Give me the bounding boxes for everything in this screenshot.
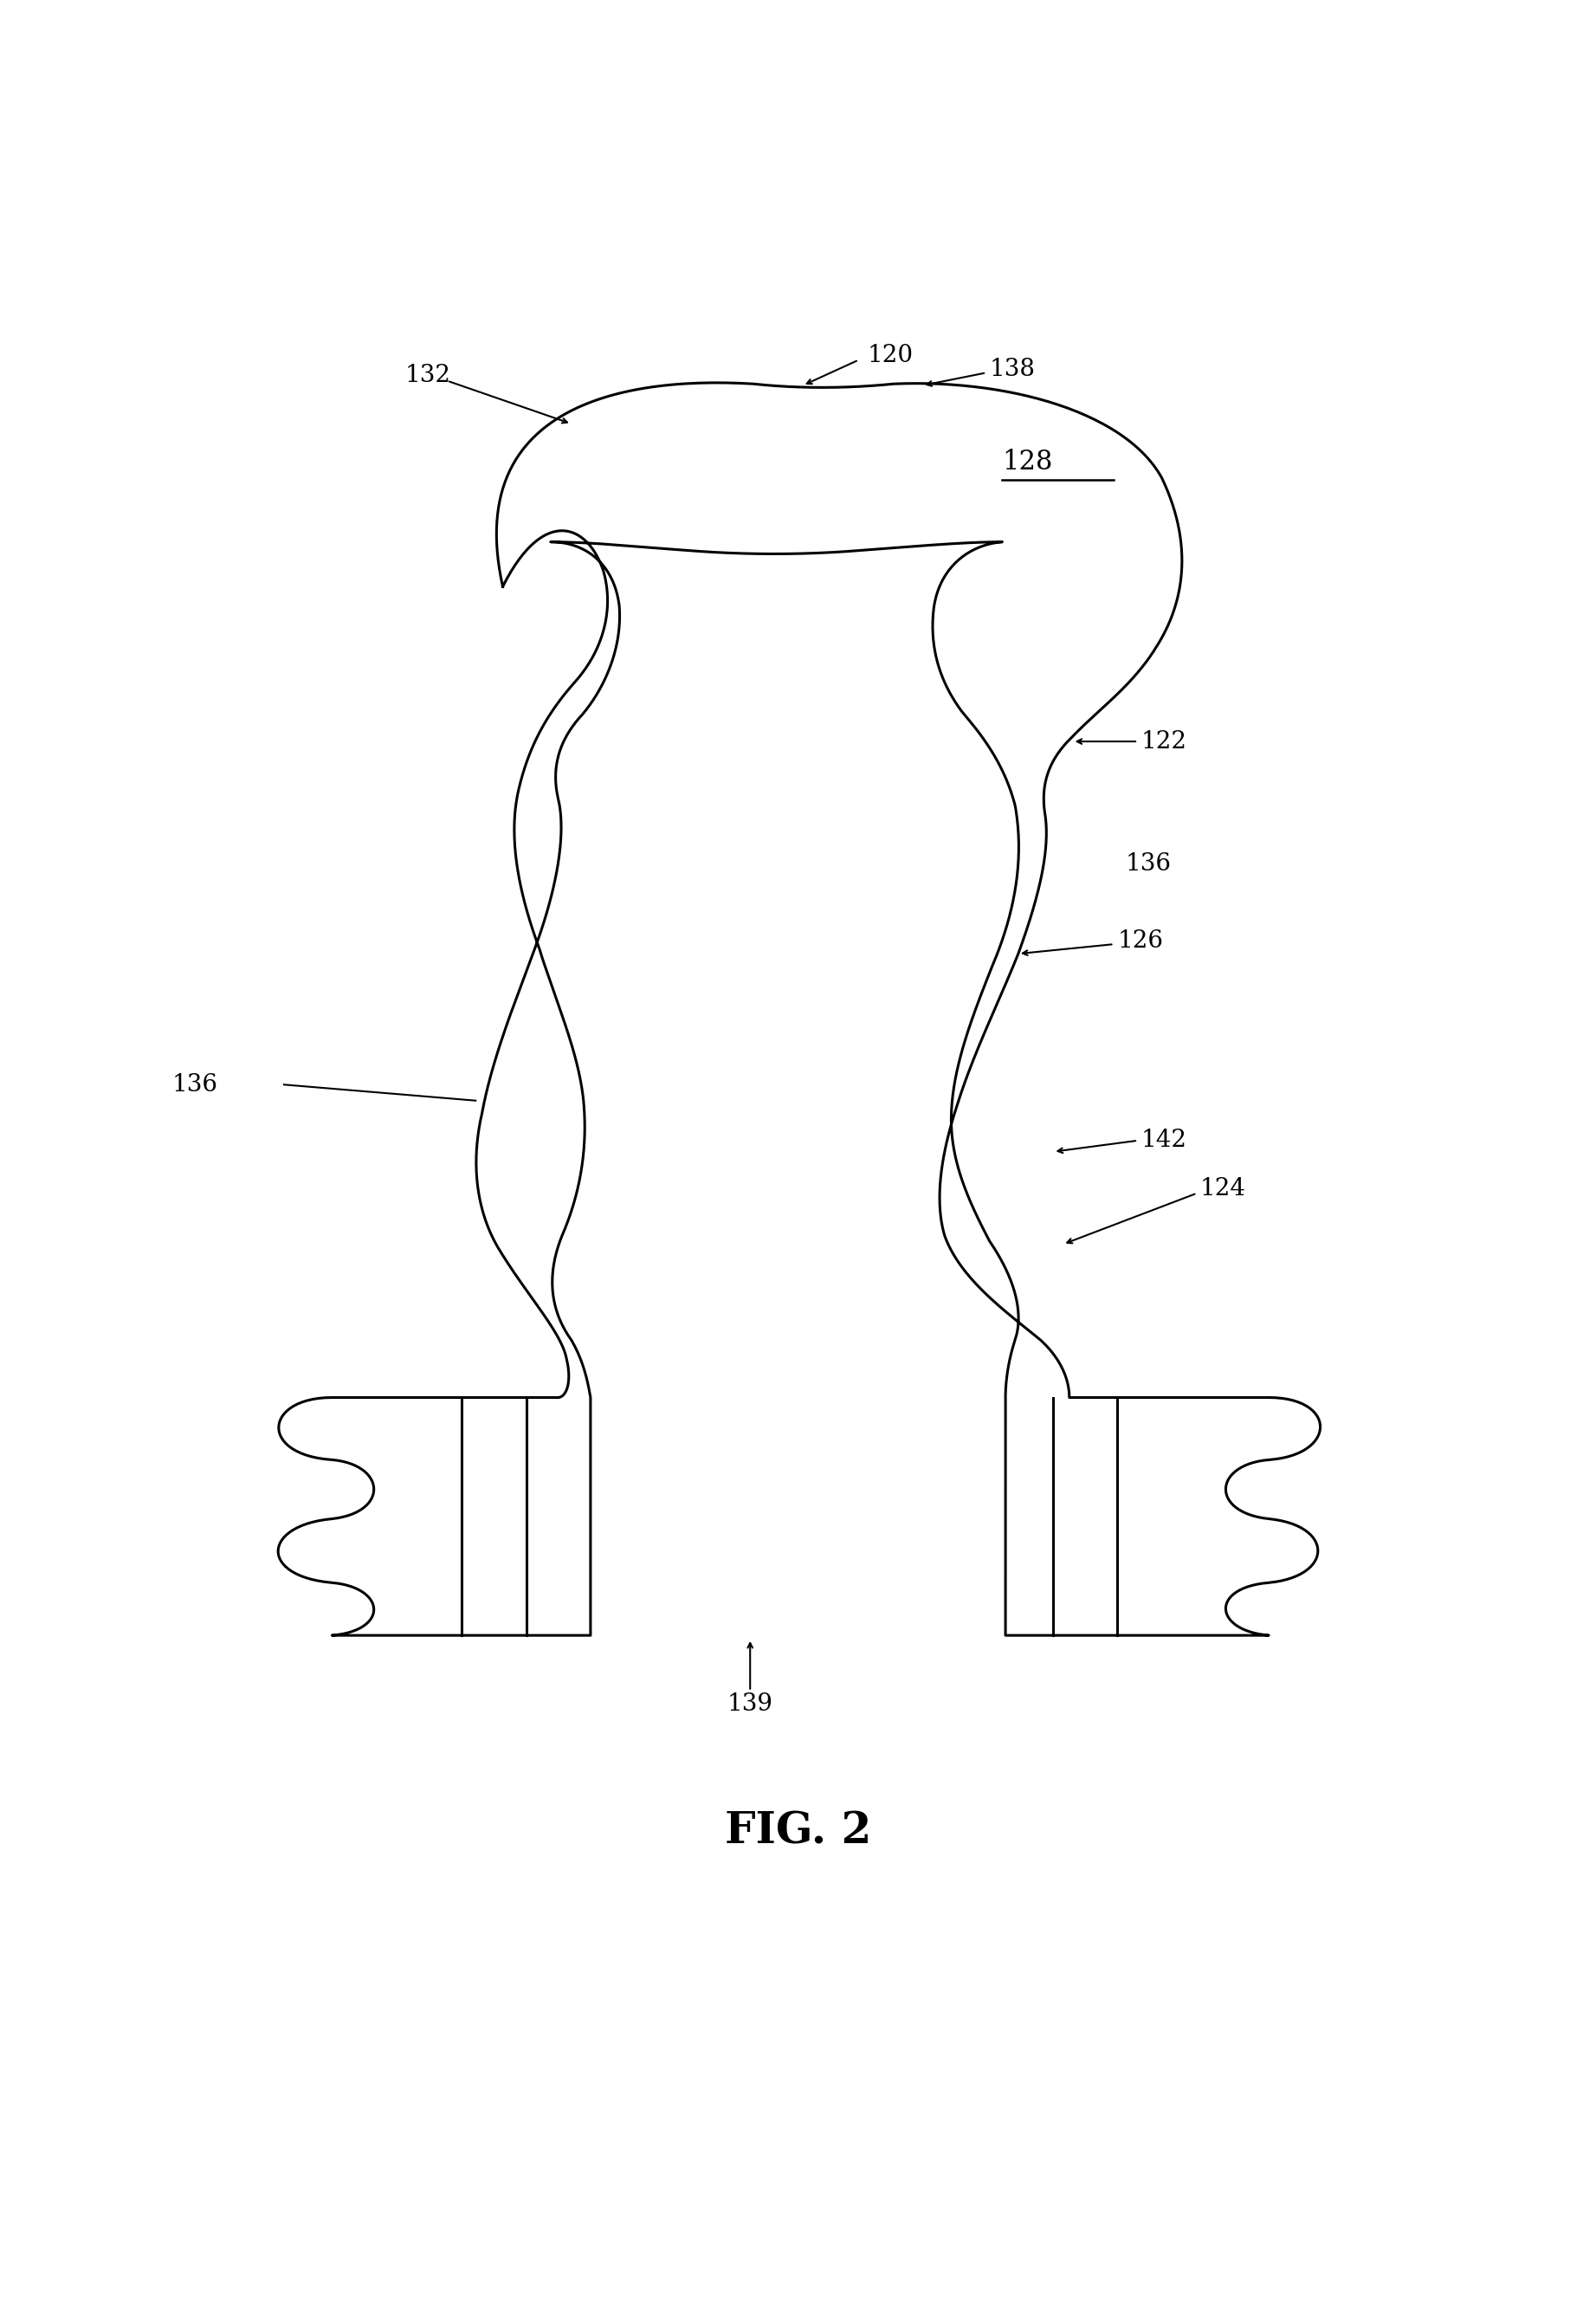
Text: 136: 136 bbox=[1125, 852, 1171, 875]
Polygon shape bbox=[278, 384, 1320, 1635]
Text: 128: 128 bbox=[1002, 448, 1053, 475]
Text: FIG. 2: FIG. 2 bbox=[725, 1810, 871, 1854]
Text: 120: 120 bbox=[868, 345, 913, 368]
Text: 124: 124 bbox=[1200, 1176, 1246, 1199]
Text: 122: 122 bbox=[1141, 730, 1187, 753]
Text: 136: 136 bbox=[172, 1073, 219, 1096]
Text: 126: 126 bbox=[1117, 930, 1163, 953]
Text: 138: 138 bbox=[990, 358, 1036, 381]
Text: 132: 132 bbox=[405, 365, 450, 388]
Text: 142: 142 bbox=[1141, 1128, 1187, 1153]
Text: 139: 139 bbox=[728, 1693, 772, 1716]
